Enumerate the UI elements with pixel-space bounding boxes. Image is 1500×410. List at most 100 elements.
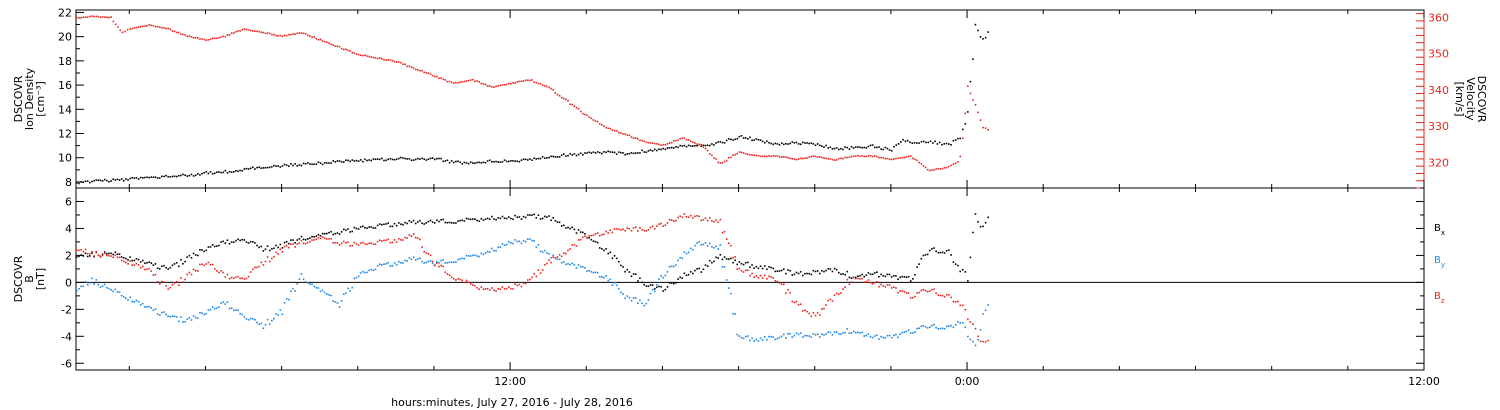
bx-point xyxy=(228,242,231,245)
by-point xyxy=(708,242,711,245)
bx-point xyxy=(175,261,178,264)
velocity-point xyxy=(846,156,849,159)
bx-point xyxy=(816,270,819,272)
ion-density-point xyxy=(639,152,641,154)
by-point xyxy=(926,327,929,329)
bz-point xyxy=(103,252,106,255)
velocity-point xyxy=(816,156,819,158)
bx-point xyxy=(859,274,861,277)
ion-density-point xyxy=(395,158,398,161)
ion-density-point xyxy=(465,162,468,164)
bx-point xyxy=(706,265,709,267)
velocity-point xyxy=(444,79,447,81)
velocity-point xyxy=(679,137,681,140)
ion-density-point xyxy=(596,151,599,153)
bz-point xyxy=(672,220,675,222)
velocity-point xyxy=(899,157,901,159)
bz-point xyxy=(239,277,241,280)
by-point xyxy=(719,244,722,246)
bx-point xyxy=(520,218,523,220)
bx-point xyxy=(393,222,396,225)
bx-point xyxy=(903,276,906,278)
bz-point xyxy=(711,220,713,222)
bx-point xyxy=(374,227,377,229)
by-point xyxy=(393,262,396,264)
bz-point xyxy=(972,323,974,325)
bx-point xyxy=(931,248,933,250)
ion-density-point xyxy=(624,153,626,156)
velocity-point xyxy=(719,162,722,164)
velocity-point xyxy=(93,15,95,18)
bx-point xyxy=(163,264,165,267)
bz-point xyxy=(505,288,508,290)
ion-density-point xyxy=(787,143,789,145)
bx-point xyxy=(152,264,155,266)
ion-density-point xyxy=(556,156,559,158)
by-point xyxy=(127,299,129,301)
ion-density-point xyxy=(548,156,550,159)
velocity-point xyxy=(586,114,588,117)
velocity-point xyxy=(156,25,159,28)
ion-density-point xyxy=(770,142,772,145)
velocity-point xyxy=(175,31,178,34)
velocity-point xyxy=(594,120,597,122)
bz-point xyxy=(840,292,842,294)
ion-density-point xyxy=(558,156,561,158)
velocity-point xyxy=(945,166,948,169)
by-point xyxy=(321,289,324,292)
by-point xyxy=(266,318,269,321)
ion-density-point xyxy=(493,160,495,163)
bz-point xyxy=(696,214,698,217)
by-point xyxy=(476,255,478,257)
ion-density-point xyxy=(448,161,451,164)
by-point xyxy=(679,256,681,259)
velocity-point xyxy=(353,52,356,54)
by-point xyxy=(89,282,91,284)
bx-point xyxy=(840,273,842,276)
ion-density-point xyxy=(554,156,557,158)
ion-density-point xyxy=(76,182,78,184)
velocity-point xyxy=(315,37,318,40)
bz-point xyxy=(224,276,227,278)
ion-density-point xyxy=(802,141,804,144)
bz-point xyxy=(869,281,872,284)
velocity-point xyxy=(357,53,360,56)
velocity-point xyxy=(117,26,119,28)
ion-density-point xyxy=(469,161,472,163)
bx-point xyxy=(730,257,732,260)
velocity-point xyxy=(207,39,210,41)
bx-point xyxy=(677,278,679,280)
bx-point xyxy=(979,225,982,228)
by-point xyxy=(723,266,726,268)
bz-point xyxy=(550,261,552,264)
bz-point xyxy=(218,271,220,274)
bz-point xyxy=(273,255,275,258)
ion-density-point xyxy=(668,147,671,149)
bz-point xyxy=(414,236,417,239)
bz-point xyxy=(220,270,222,272)
bz-point xyxy=(863,281,865,283)
ion-density-point xyxy=(254,168,256,170)
ion-density-point xyxy=(351,159,354,161)
ion-density-point xyxy=(948,143,950,145)
ion-density-point xyxy=(387,158,390,161)
by-point xyxy=(806,334,808,337)
by-point xyxy=(254,318,256,321)
by-point xyxy=(736,333,739,336)
ion-density-point xyxy=(857,146,859,148)
bz-point xyxy=(503,288,506,290)
ion-density-point xyxy=(882,148,885,151)
by-point xyxy=(230,307,233,310)
velocity-point xyxy=(472,78,474,81)
bx-point xyxy=(664,288,667,291)
by-point xyxy=(967,335,969,338)
velocity-point xyxy=(592,119,595,121)
bz-point xyxy=(713,220,715,223)
velocity-point xyxy=(950,164,952,167)
bz-point xyxy=(444,271,447,274)
by-point xyxy=(755,338,758,341)
by-point xyxy=(376,265,379,267)
bx-point xyxy=(808,272,810,275)
by-point xyxy=(615,284,618,287)
